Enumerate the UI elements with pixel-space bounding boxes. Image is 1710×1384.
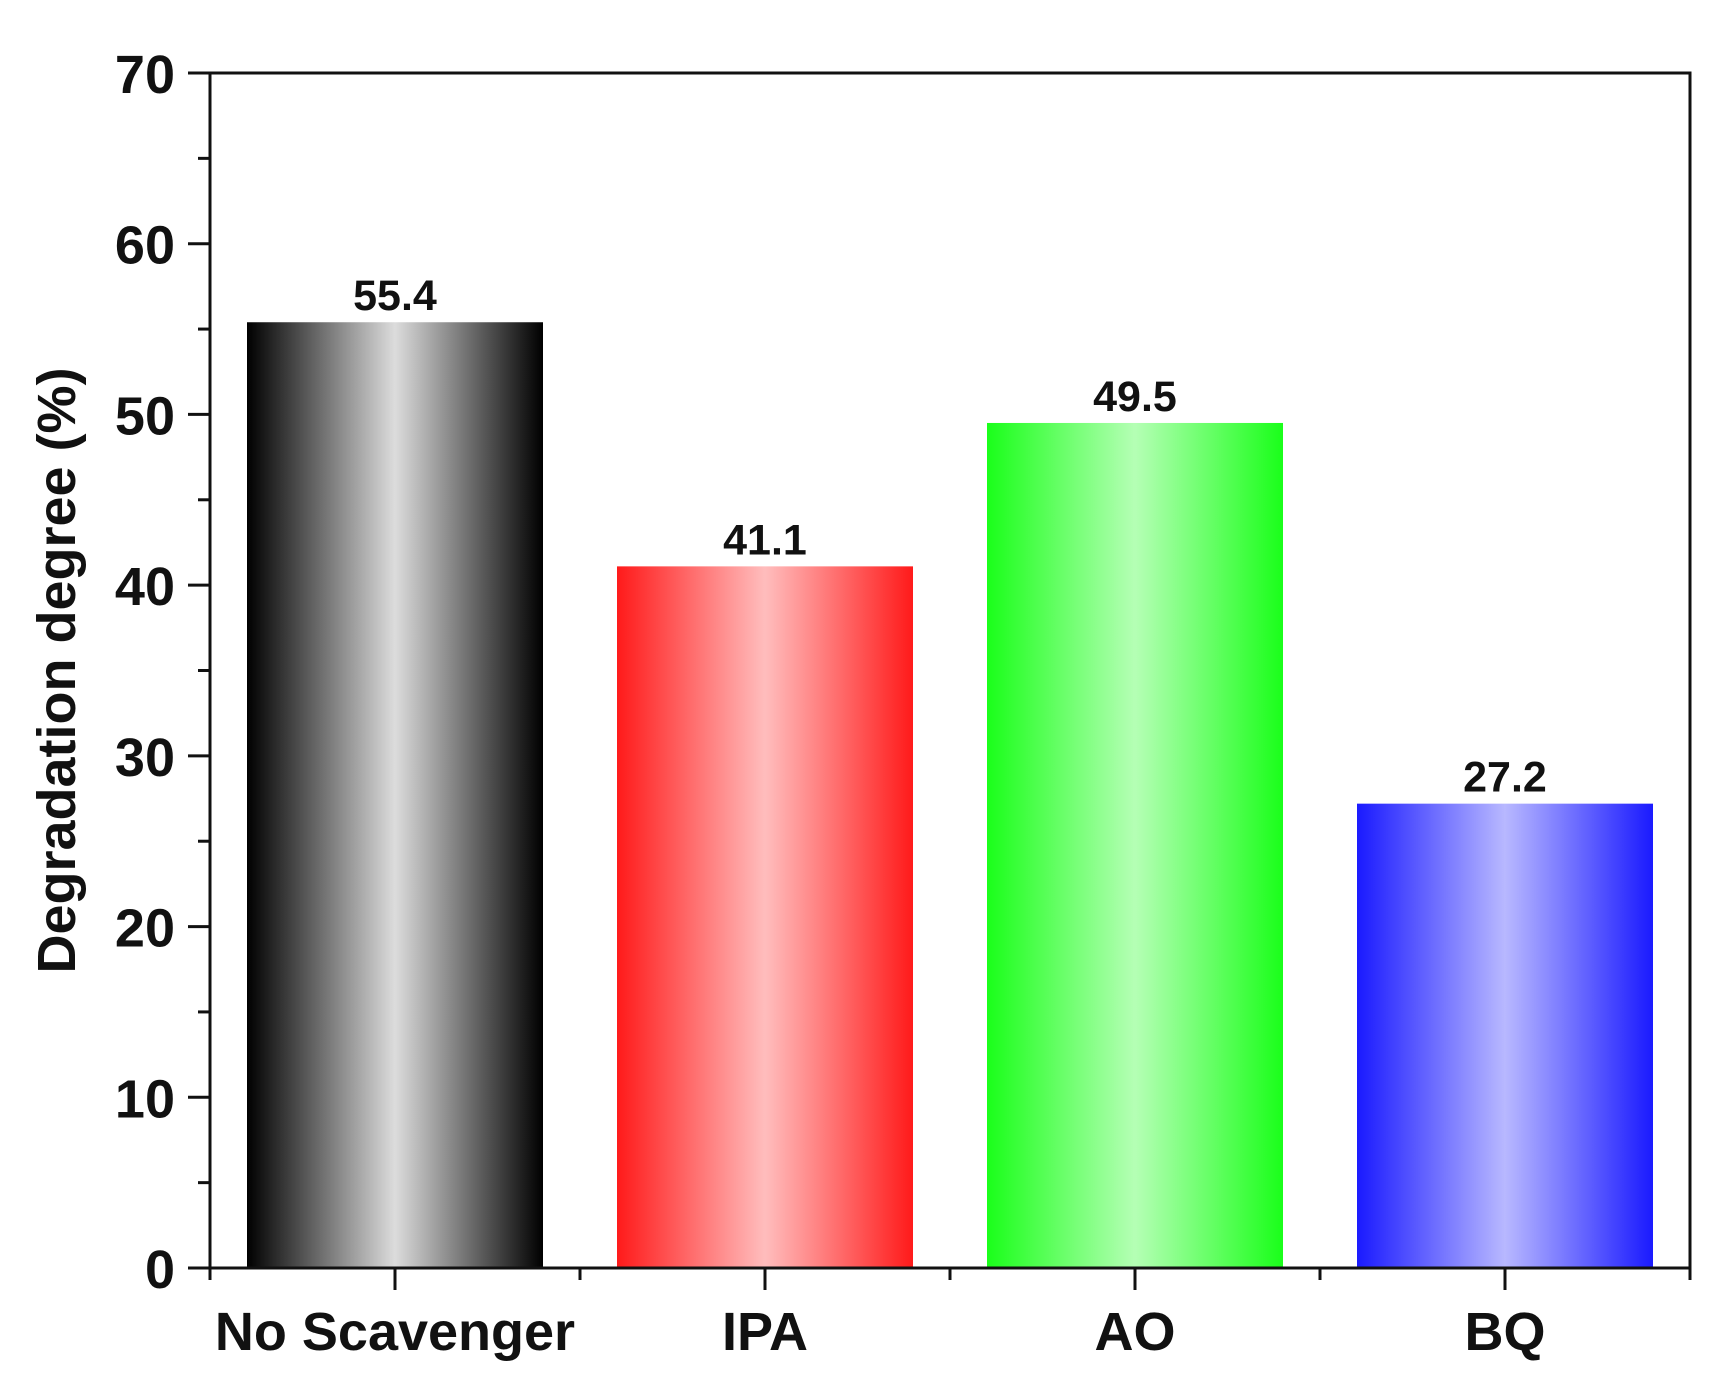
value-label-ao: 49.5: [1093, 373, 1177, 421]
y-tick-label: 70: [115, 45, 175, 105]
y-tick-label: 10: [115, 1069, 175, 1129]
y-tick-label: 50: [115, 386, 175, 446]
y-axis-title: Degradation degree (%): [27, 367, 87, 973]
y-tick-label: 20: [115, 899, 175, 959]
axes-layer: [188, 71, 1692, 1290]
y-tick-label: 40: [115, 557, 175, 617]
bar-ipa: [617, 566, 913, 1268]
x-tick-label-bq: BQ: [1465, 1302, 1546, 1362]
y-tick-label: 0: [145, 1240, 175, 1300]
x-tick-label-ao: AO: [1095, 1302, 1176, 1362]
bars-layer: [247, 322, 1653, 1268]
value-label-bq: 27.2: [1463, 754, 1547, 802]
labels-layer: 55.4 No Scavenger 41.1 IPA 49.5 AO 27.2 BQ 0 10 20…: [27, 45, 1547, 1362]
y-tick-label: 30: [115, 728, 175, 788]
value-label-ipa: 41.1: [723, 516, 807, 564]
y-tick-label: 60: [115, 216, 175, 276]
x-tick-label-ipa: IPA: [722, 1302, 808, 1362]
x-tick-label-no-scavenger: No Scavenger: [215, 1302, 575, 1362]
bar-no-scavenger: [247, 322, 543, 1268]
bar-bq: [1357, 803, 1653, 1268]
bar-ao: [987, 422, 1283, 1268]
value-label-no-scavenger: 55.4: [353, 272, 437, 320]
